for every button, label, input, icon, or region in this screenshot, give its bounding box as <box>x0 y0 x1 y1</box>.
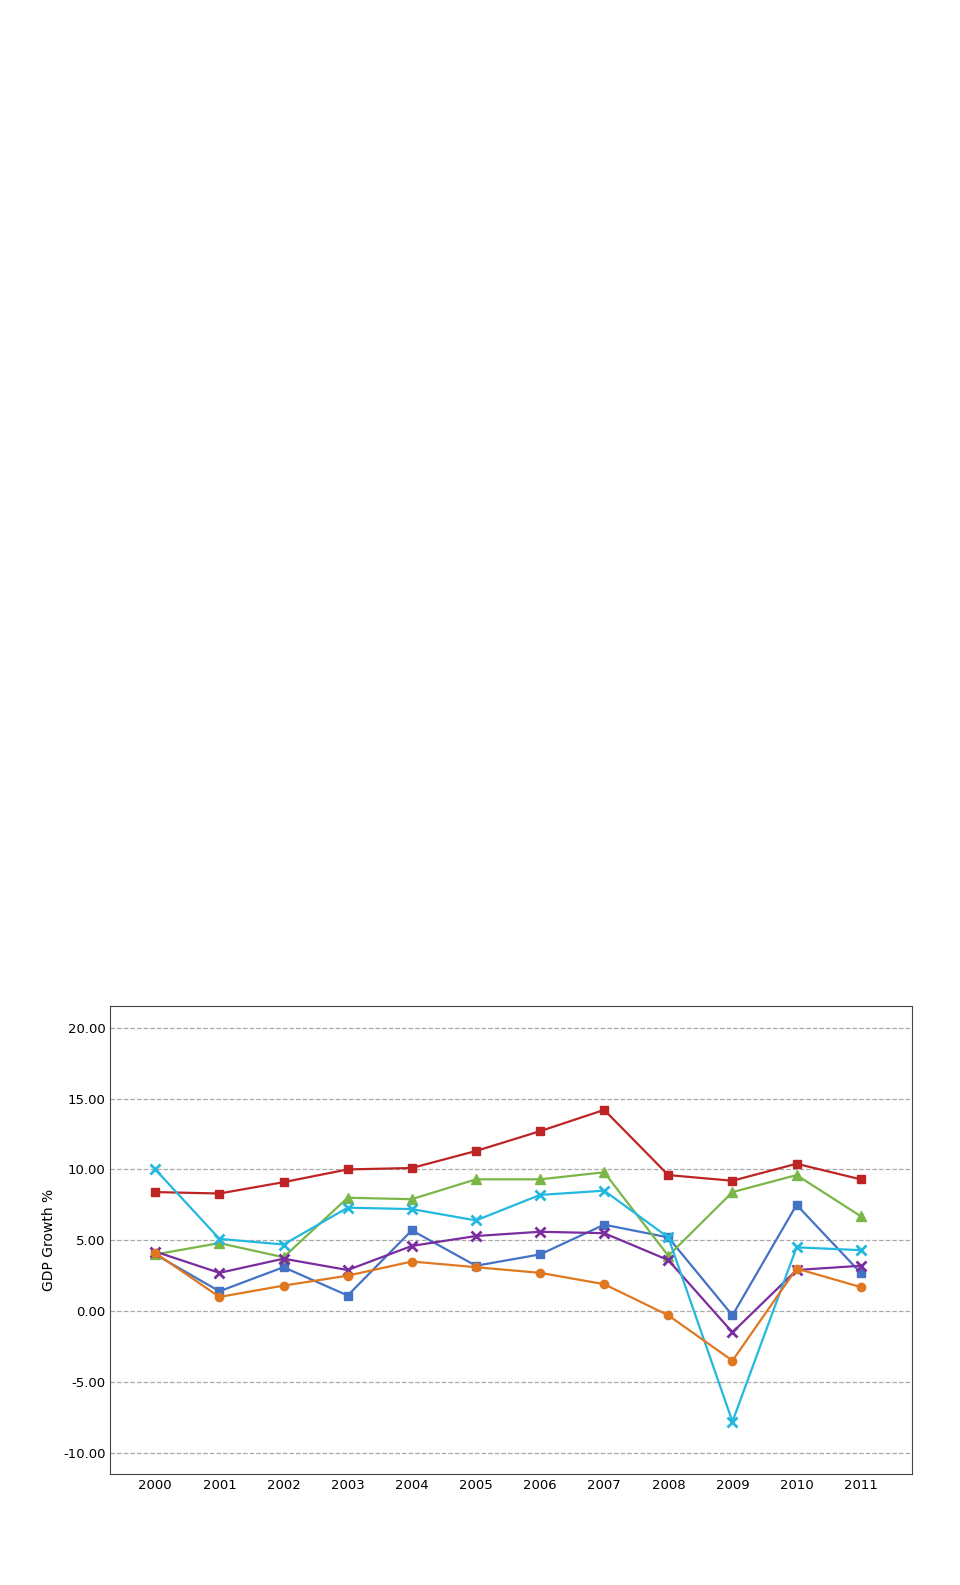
India <box>727 1182 738 1201</box>
United States <box>727 1350 738 1369</box>
United States <box>535 1263 546 1282</box>
South Africa <box>342 1260 353 1279</box>
South Africa <box>277 1249 289 1268</box>
Brazil <box>150 1244 161 1263</box>
India <box>342 1189 353 1208</box>
Brazil <box>406 1220 418 1239</box>
South Africa <box>662 1251 674 1270</box>
India <box>535 1170 546 1189</box>
Brazil <box>342 1285 353 1304</box>
Russian Federation <box>150 1160 161 1179</box>
Brazil <box>727 1306 738 1325</box>
China <box>598 1100 610 1119</box>
United States <box>277 1276 289 1295</box>
India <box>277 1247 289 1266</box>
China <box>470 1141 482 1160</box>
South Africa <box>855 1257 867 1276</box>
South Africa <box>535 1222 546 1241</box>
India <box>598 1163 610 1182</box>
Brazil <box>662 1228 674 1247</box>
China <box>727 1171 738 1190</box>
India <box>791 1165 803 1184</box>
China <box>342 1160 353 1179</box>
Brazil <box>214 1282 226 1301</box>
South Africa <box>791 1260 803 1279</box>
China <box>277 1173 289 1192</box>
Russian Federation <box>662 1228 674 1247</box>
India <box>214 1233 226 1252</box>
Russian Federation <box>598 1181 610 1200</box>
Line: South Africa: South Africa <box>151 1227 866 1338</box>
United States <box>791 1258 803 1278</box>
South Africa <box>150 1243 161 1262</box>
India <box>662 1246 674 1265</box>
United States <box>470 1257 482 1276</box>
Line: Brazil: Brazil <box>151 1201 865 1320</box>
China <box>855 1170 867 1189</box>
Brazil <box>855 1263 867 1282</box>
India <box>150 1244 161 1263</box>
Russian Federation <box>277 1235 289 1254</box>
Brazil <box>791 1195 803 1214</box>
United States <box>662 1306 674 1325</box>
United States <box>855 1278 867 1297</box>
India <box>855 1206 867 1225</box>
Brazil <box>598 1216 610 1235</box>
Russian Federation <box>406 1200 418 1219</box>
Russian Federation <box>727 1412 738 1431</box>
Brazil <box>470 1257 482 1276</box>
China <box>791 1154 803 1173</box>
Russian Federation <box>470 1211 482 1230</box>
Russian Federation <box>214 1230 226 1249</box>
China <box>406 1159 418 1178</box>
China <box>214 1184 226 1203</box>
South Africa <box>406 1236 418 1255</box>
South Africa <box>727 1323 738 1342</box>
South Africa <box>214 1263 226 1282</box>
Russian Federation <box>791 1238 803 1257</box>
Line: India: India <box>151 1168 866 1262</box>
India <box>470 1170 482 1189</box>
United States <box>598 1274 610 1293</box>
United States <box>214 1287 226 1306</box>
United States <box>150 1244 161 1263</box>
United States <box>342 1266 353 1285</box>
South Africa <box>598 1224 610 1243</box>
Russian Federation <box>342 1198 353 1217</box>
Brazil <box>277 1257 289 1276</box>
India <box>406 1190 418 1209</box>
United States <box>406 1252 418 1271</box>
Y-axis label: GDP Growth %: GDP Growth % <box>42 1189 56 1292</box>
Russian Federation <box>855 1241 867 1260</box>
China <box>535 1122 546 1141</box>
China <box>150 1182 161 1201</box>
South Africa <box>470 1227 482 1246</box>
Line: China: China <box>151 1106 865 1198</box>
Brazil <box>535 1244 546 1263</box>
Line: Russian Federation: Russian Federation <box>151 1165 866 1426</box>
Russian Federation <box>535 1186 546 1205</box>
China <box>662 1165 674 1184</box>
Line: United States: United States <box>151 1249 865 1365</box>
